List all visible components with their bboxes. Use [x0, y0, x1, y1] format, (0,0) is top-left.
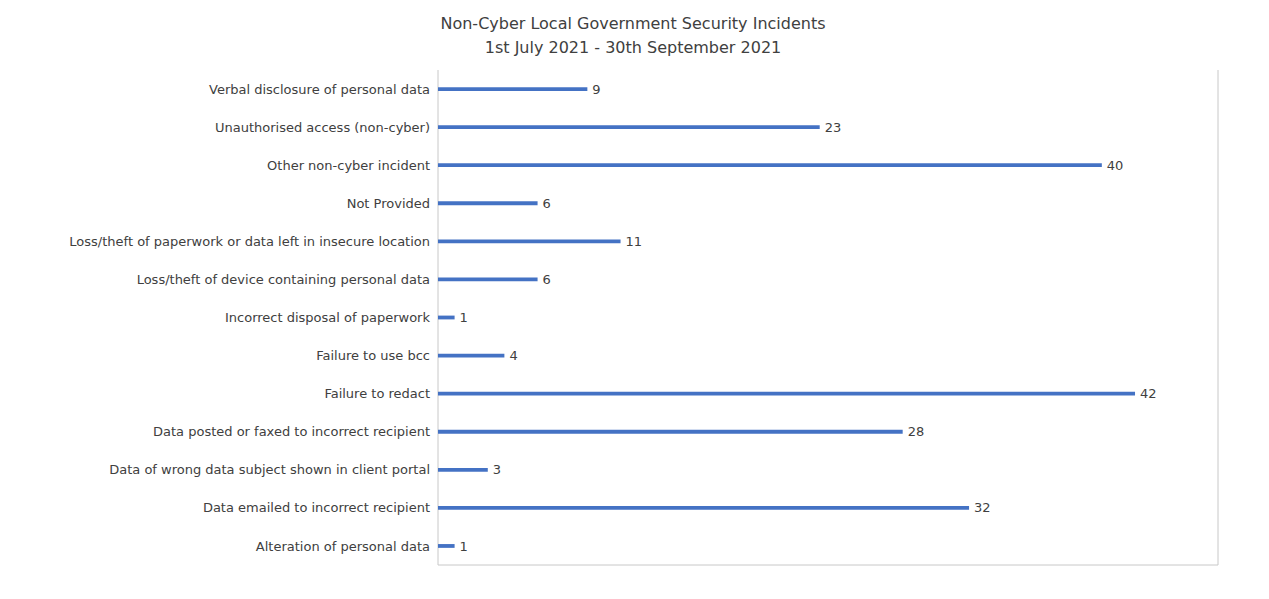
svg-text:Unauthorised access (non-cyber: Unauthorised access (non-cyber) [215, 120, 430, 135]
svg-text:6: 6 [543, 196, 551, 211]
svg-text:23: 23 [825, 120, 842, 135]
svg-text:Loss/theft of paperwork or dat: Loss/theft of paperwork or data left in … [69, 234, 430, 249]
svg-text:32: 32 [974, 500, 991, 515]
html-text:1st July 2021 - 30th September: 1st July 2021 - 30th September 2021 [484, 38, 782, 57]
svg-text:1: 1 [460, 539, 468, 554]
svg-text:6: 6 [543, 272, 551, 287]
svg-text:40: 40 [1107, 158, 1124, 173]
svg-text:Not Provided: Not Provided [347, 196, 430, 211]
svg-text:11: 11 [626, 234, 643, 249]
svg-text:Incorrect disposal of paperwor: Incorrect disposal of paperwork [225, 310, 430, 325]
svg-text:42: 42 [1140, 386, 1157, 401]
html-text:Non-Cyber Local Government Sec: Non-Cyber Local Government Security Inci… [440, 14, 826, 33]
svg-text:Failure to use bcc: Failure to use bcc [316, 348, 430, 363]
svg-text:3: 3 [493, 462, 501, 477]
svg-text:4: 4 [509, 348, 517, 363]
svg-text:Data of wrong data subject sho: Data of wrong data subject shown in clie… [109, 462, 430, 477]
svg-text:1: 1 [460, 310, 468, 325]
svg-text:Data posted or faxed to incorr: Data posted or faxed to incorrect recipi… [153, 424, 430, 439]
svg-text:Verbal disclosure of personal: Verbal disclosure of personal data [209, 82, 430, 97]
svg-text:Loss/theft of device containin: Loss/theft of device containing personal… [137, 272, 430, 287]
svg-text:28: 28 [908, 424, 925, 439]
svg-text:Alteration of personal data: Alteration of personal data [256, 539, 430, 554]
svg-text:Data emailed to incorrect reci: Data emailed to incorrect recipient [203, 500, 430, 515]
svg-text:Other non-cyber incident: Other non-cyber incident [267, 158, 430, 173]
svg-text:Failure to redact: Failure to redact [324, 386, 430, 401]
svg-text:9: 9 [592, 82, 600, 97]
